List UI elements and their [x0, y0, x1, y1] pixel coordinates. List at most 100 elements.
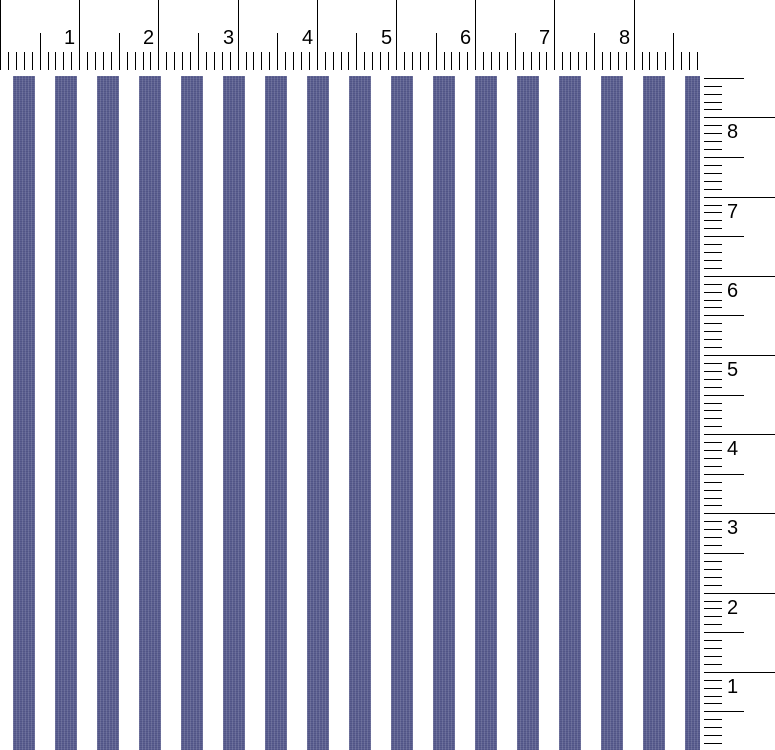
top-ruler-label: 5: [381, 27, 393, 49]
side-ruler-label: 5: [727, 359, 739, 381]
ruler-tick: [246, 52, 247, 70]
ruler-tick: [704, 537, 722, 538]
side-ruler-label: 7: [727, 201, 739, 223]
ruler-tick: [333, 52, 334, 70]
top-ruler-label: 3: [223, 27, 235, 49]
ruler-tick: [704, 395, 744, 396]
ruler-tick: [586, 52, 587, 70]
ruler-tick: [704, 593, 775, 594]
ruler-tick: [404, 52, 405, 70]
ruler-tick: [704, 379, 722, 380]
ruler-tick: [704, 78, 744, 79]
ruler-tick: [704, 331, 722, 332]
ruler-tick: [704, 141, 722, 142]
ruler-tick: [704, 553, 744, 554]
ruler-tick: [704, 632, 744, 633]
ruler-tick: [570, 52, 571, 70]
ruler-tick: [704, 102, 722, 103]
ruler-tick: [704, 608, 722, 609]
ruler-tick: [119, 33, 120, 70]
fabric-stripe: [265, 76, 287, 750]
ruler-tick: [704, 228, 722, 229]
ruler-tick: [689, 52, 690, 70]
ruler-tick: [562, 52, 563, 70]
side-ruler-label: 1: [727, 676, 739, 698]
ruler-tick: [253, 52, 254, 70]
ruler-tick: [681, 52, 682, 70]
ruler-tick: [301, 52, 302, 70]
ruler-tick: [704, 173, 722, 174]
ruler-tick: [704, 521, 722, 522]
fabric-stripe: [223, 76, 245, 750]
ruler-tick: [451, 52, 452, 70]
ruler-tick: [475, 0, 476, 70]
fabric-stripe: [13, 76, 35, 750]
side-ruler-label: 3: [727, 517, 739, 539]
ruler-tick: [79, 0, 80, 70]
ruler-tick: [704, 601, 722, 602]
ruler-tick: [704, 648, 722, 649]
ruler-tick: [143, 52, 144, 70]
ruler-tick: [214, 52, 215, 70]
ruler-tick: [704, 268, 722, 269]
ruler-tick: [704, 466, 722, 467]
ruler-tick: [55, 52, 56, 70]
ruler-tick: [444, 52, 445, 70]
ruler-tick: [704, 189, 722, 190]
ruler-tick: [182, 52, 183, 70]
top-ruler-label: 8: [619, 27, 631, 49]
ruler-tick: [704, 450, 722, 451]
ruler-tick: [704, 624, 722, 625]
ruler-tick: [704, 300, 722, 301]
ruler-tick: [704, 252, 722, 253]
fabric-stripe: [433, 76, 455, 750]
ruler-tick: [483, 52, 484, 70]
ruler-tick: [704, 688, 722, 689]
ruler-tick: [704, 711, 744, 712]
ruler-tick: [704, 410, 722, 411]
ruler-tick: [704, 276, 775, 277]
ruler-tick: [523, 52, 524, 70]
ruler-tick: [704, 545, 722, 546]
ruler-tick: [704, 505, 722, 506]
ruler-tick: [412, 52, 413, 70]
ruler-tick: [174, 52, 175, 70]
ruler-tick: [704, 680, 722, 681]
ruler-tick: [704, 490, 722, 491]
fabric-stripe: [97, 76, 119, 750]
ruler-tick: [704, 125, 722, 126]
ruler-tick: [704, 442, 722, 443]
ruler-tick: [364, 52, 365, 70]
ruler-tick: [626, 52, 627, 70]
ruler-tick: [309, 52, 310, 70]
ruler-tick: [396, 0, 397, 70]
ruler-tick: [317, 0, 318, 70]
ruler-tick: [269, 52, 270, 70]
fabric-stripe: [307, 76, 329, 750]
ruler-tick: [704, 703, 722, 704]
ruler-tick: [704, 363, 722, 364]
fabric-stripe: [475, 76, 497, 750]
ruler-tick: [467, 52, 468, 70]
ruler-tick: [63, 52, 64, 70]
ruler-tick: [704, 157, 744, 158]
side-ruler-label: 8: [727, 121, 739, 143]
ruler-tick: [657, 52, 658, 70]
fabric-stripe: [643, 76, 665, 750]
ruler-tick: [32, 52, 33, 70]
ruler-tick: [704, 133, 722, 134]
ruler-tick: [578, 52, 579, 70]
top-ruler-label: 4: [302, 27, 314, 49]
fabric-stripe: [601, 76, 623, 750]
ruler-tick: [704, 371, 722, 372]
ruler-tick: [380, 52, 381, 70]
ruler-tick: [704, 458, 722, 459]
ruler-tick: [238, 0, 239, 70]
ruler-tick: [704, 418, 722, 419]
ruler-tick: [704, 165, 722, 166]
ruler-tick: [704, 719, 722, 720]
ruler-tick: [436, 33, 437, 70]
ruler-tick: [704, 260, 722, 261]
ruler-tick: [610, 52, 611, 70]
ruler-tick: [293, 52, 294, 70]
